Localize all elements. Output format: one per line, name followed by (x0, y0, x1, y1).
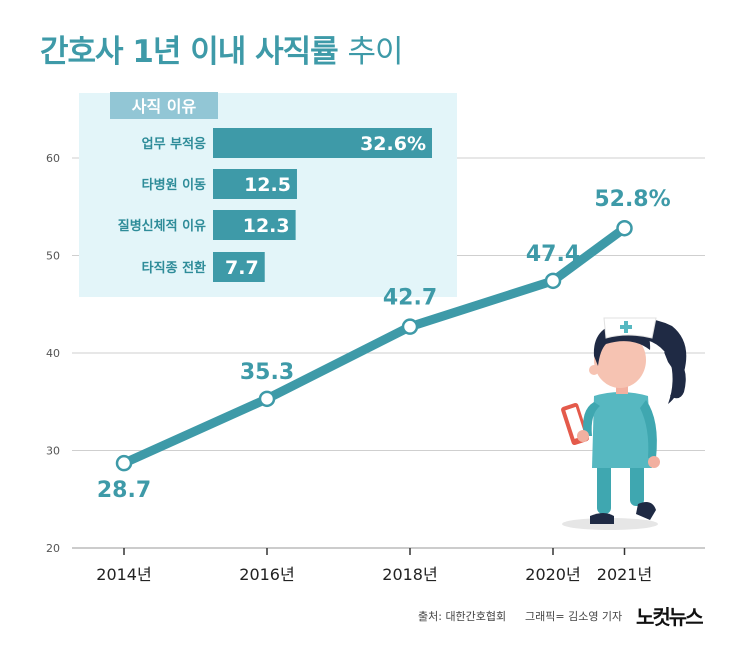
reason-label: 업무 부적응 (142, 136, 206, 152)
reason-label: 타병원 이동 (142, 177, 206, 193)
reason-label: 타직종 전환 (142, 260, 206, 276)
reason-bar (213, 128, 432, 158)
data-label: 28.7 (97, 478, 151, 503)
x-tick-label: 2021년 (597, 565, 652, 584)
brand-logo: 노컷뉴스 (636, 605, 704, 629)
reasons-header: 사직 이유 (132, 97, 197, 116)
reason-bar (213, 210, 296, 240)
data-point (258, 390, 276, 408)
x-tick-label: 2020년 (525, 565, 580, 584)
reason-label: 질병신체적 이유 (118, 218, 206, 234)
data-label: 52.8% (594, 187, 670, 212)
data-label: 47.4 (526, 242, 580, 267)
reason-bar (213, 169, 297, 199)
y-tick-label: 30 (46, 445, 60, 458)
reason-bar (213, 252, 265, 282)
data-label: 42.7 (383, 286, 437, 311)
reason-value: 7.7 (225, 257, 259, 279)
page-title: 간호사 1년 이내 사직률 추이 (40, 26, 403, 71)
y-tick-label: 20 (46, 542, 60, 555)
reasons-header-bg (110, 92, 218, 119)
reason-value: 12.3 (243, 215, 290, 237)
title-main: 간호사 1년 이내 사직률 (40, 34, 339, 70)
graphic-credit: 그래픽= 김소영 기자 (525, 610, 623, 623)
axes: 20 30 40 50 60 2014년 2016년 2018년 2020년 2021년 (46, 152, 652, 584)
line-series: 28.7 35.3 42.7 47.4 52.8% (97, 187, 671, 503)
x-tick-label: 2018년 (382, 565, 437, 584)
data-point (401, 318, 419, 335)
data-label: 35.3 (240, 360, 294, 385)
data-point (544, 272, 562, 290)
data-point (616, 219, 633, 237)
source-credit: 출처: 대한간호협회 (418, 610, 507, 623)
x-tick-label: 2014년 (96, 565, 151, 584)
data-point (115, 454, 133, 472)
reason-value: 32.6% (360, 133, 426, 155)
nurse-illustration (561, 317, 687, 530)
title-suffix: 추이 (347, 34, 403, 70)
y-tick-label: 50 (46, 250, 60, 263)
reason-value: 12.5 (244, 174, 291, 196)
y-tick-label: 40 (46, 347, 60, 360)
y-tick-label: 60 (46, 152, 60, 165)
x-tick-label: 2016년 (239, 565, 294, 584)
